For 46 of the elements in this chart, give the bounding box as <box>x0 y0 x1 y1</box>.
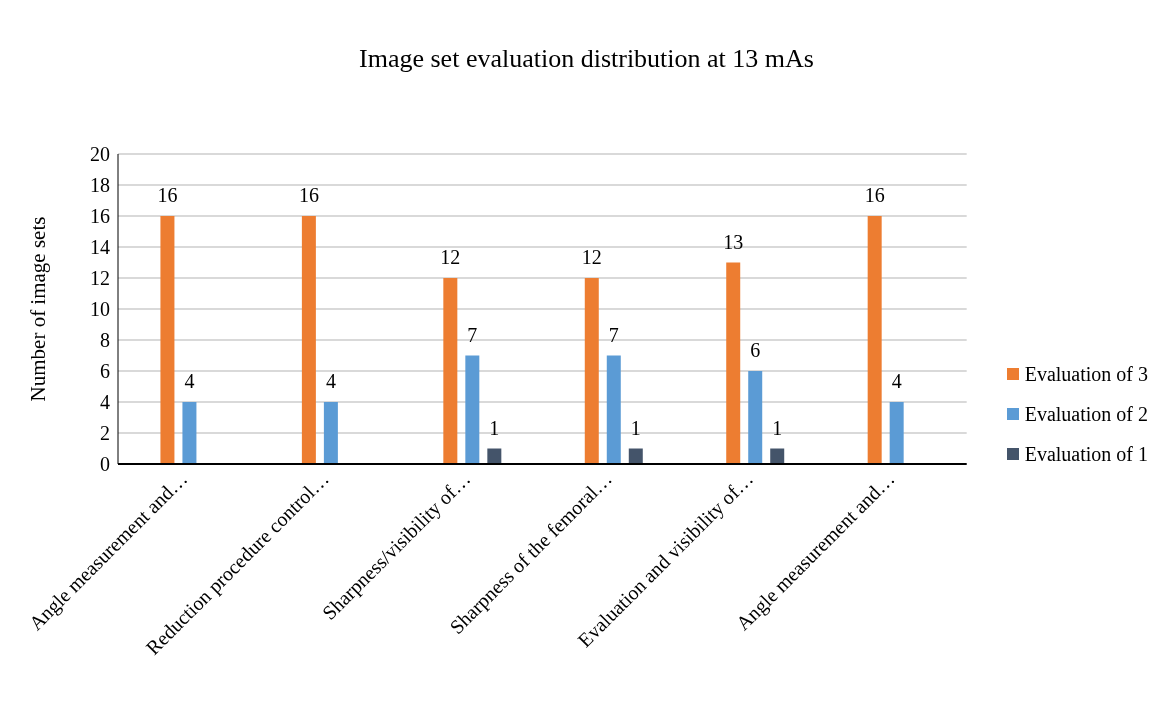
y-tick-label: 6 <box>100 360 110 383</box>
bar <box>867 216 882 464</box>
data-label: 7 <box>608 323 619 346</box>
data-label: 13 <box>723 230 744 253</box>
data-label: 16 <box>157 184 178 206</box>
bar <box>584 278 599 464</box>
y-tick-label: 0 <box>100 453 110 476</box>
bar <box>182 402 197 464</box>
y-tick-label: 2 <box>100 422 110 445</box>
data-label: 4 <box>184 370 195 392</box>
bar <box>323 402 338 464</box>
data-label: 1 <box>630 416 641 439</box>
y-tick-label: 18 <box>90 174 110 197</box>
y-tick-label: 14 <box>90 236 110 259</box>
data-label: 12 <box>440 246 461 268</box>
bar <box>487 448 502 464</box>
chart-title: Image set evaluation distribution at 13 mAs <box>358 43 815 75</box>
bar <box>301 216 316 464</box>
bar <box>443 278 458 464</box>
y-tick-label: 16 <box>90 205 110 228</box>
bar <box>726 262 741 464</box>
data-label: 1 <box>772 416 783 439</box>
bar <box>628 448 643 464</box>
data-label: 12 <box>581 246 602 268</box>
bar <box>606 355 621 464</box>
bar <box>465 355 480 464</box>
y-tick-label: 12 <box>90 267 110 290</box>
data-label: 4 <box>325 370 336 392</box>
y-axis-title: Number of image sets <box>26 216 51 402</box>
y-tick-label: 8 <box>100 329 110 352</box>
data-label: 16 <box>298 184 319 206</box>
y-tick-label: 4 <box>100 391 110 414</box>
bar <box>770 448 785 464</box>
y-tick-label: 20 <box>90 143 110 166</box>
data-label: 4 <box>891 370 902 392</box>
legend-label: Evaluation of 2 <box>1024 402 1148 427</box>
legend-label: Evaluation of 1 <box>1024 442 1148 467</box>
y-tick-label: 10 <box>90 298 110 321</box>
bar <box>160 216 175 464</box>
data-label: 7 <box>467 323 478 346</box>
data-label: 1 <box>489 416 500 439</box>
bar <box>889 402 904 464</box>
data-label: 16 <box>864 184 885 206</box>
legend-label: Evaluation of 3 <box>1024 362 1148 387</box>
bar <box>748 371 763 464</box>
data-label: 6 <box>750 339 761 361</box>
